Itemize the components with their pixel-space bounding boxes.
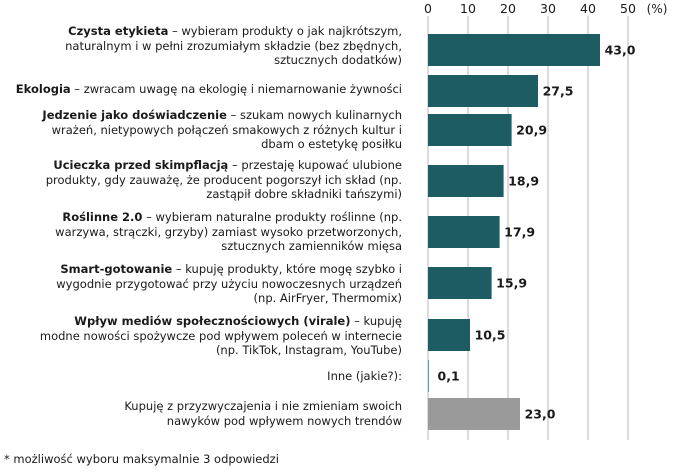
- category-label-text: – kupuję modne nowości spożywcze pod wpł…: [39, 314, 402, 357]
- category-label-5: Roślinne 2.0 – wybieram naturalne produk…: [32, 210, 402, 254]
- bar-2: [428, 75, 538, 107]
- category-label-bold: Ekologia: [15, 82, 71, 96]
- category-label-2: Ekologia – zwracam uwagę na ekologię i n…: [2, 82, 402, 97]
- value-label-1: 43,0: [605, 43, 636, 58]
- value-label-7: 10,5: [475, 328, 506, 343]
- bar-3: [428, 114, 512, 146]
- x-tick-label-30: 30: [540, 1, 556, 16]
- category-label-text: – szukam nowych kulinarnych wrażeń, niet…: [51, 108, 402, 151]
- category-label-3: Jedzenie jako doświadczenie – szukam now…: [32, 108, 402, 152]
- bar-6: [428, 267, 492, 299]
- bar-4: [428, 165, 504, 197]
- value-label-3: 20,9: [516, 123, 547, 138]
- value-label-6: 15,9: [496, 276, 527, 291]
- category-label-1: Czysta etykieta – wybieram produkty o ja…: [62, 24, 402, 68]
- category-label-8: Inne (jakie?):: [202, 369, 402, 384]
- category-label-6: Smart-gotowanie – kupuję produkty, które…: [32, 262, 402, 306]
- category-label-text: Inne (jakie?):: [327, 369, 402, 383]
- category-label-text: – wybieram naturalne produkty roślinne (…: [55, 210, 402, 253]
- value-label-8: 0,1: [438, 369, 460, 384]
- x-tick-label-40: 40: [580, 1, 596, 16]
- category-label-bold: Roślinne 2.0: [62, 210, 143, 224]
- value-label-5: 17,9: [504, 225, 535, 240]
- value-label-2: 27,5: [543, 84, 574, 99]
- category-label-text: – przestaję kupować ulubione produkty, g…: [45, 158, 402, 201]
- x-tick-label-20: 20: [500, 1, 516, 16]
- category-label-9: Kupuję z przyzwyczajenia i nie zmieniam …: [102, 399, 402, 428]
- unit-label: (%): [647, 2, 668, 16]
- category-label-bold: Czysta etykieta: [68, 24, 169, 38]
- category-label-7: Wpływ mediów społecznościowych (virale) …: [32, 314, 402, 358]
- x-tick-label-50: 50: [620, 1, 636, 16]
- category-label-text: Kupuję z przyzwyczajenia i nie zmieniam …: [124, 399, 402, 428]
- bar-9: [428, 398, 520, 430]
- category-label-text: – wybieram produkty o jak najkrótszym, n…: [65, 24, 402, 67]
- x-tick-label-0: 0: [424, 1, 432, 16]
- x-tick-label-10: 10: [460, 1, 476, 16]
- category-label-text: – kupuję produkty, które mogę szybko i w…: [56, 262, 402, 305]
- category-label-4: Ucieczka przed skimpflacją – przestaję k…: [32, 158, 402, 202]
- category-label-bold: Wpływ mediów społecznościowych (virale): [74, 314, 351, 328]
- bar-7: [428, 319, 470, 351]
- category-label-bold: Ucieczka przed skimpflacją: [53, 158, 229, 172]
- value-label-4: 18,9: [508, 174, 539, 189]
- bar-1: [428, 34, 600, 66]
- value-label-9: 23,0: [525, 407, 556, 422]
- category-label-bold: Smart-gotowanie: [60, 262, 173, 276]
- category-label-bold: Jedzenie jako doświadczenie: [42, 108, 227, 122]
- category-label-text: – zwracam uwagę na ekologię i niemarnowa…: [70, 82, 402, 96]
- bar-5: [428, 216, 500, 248]
- footnote: * możliwość wyboru maksymalnie 3 odpowie…: [4, 452, 279, 466]
- bar-8: [428, 360, 429, 392]
